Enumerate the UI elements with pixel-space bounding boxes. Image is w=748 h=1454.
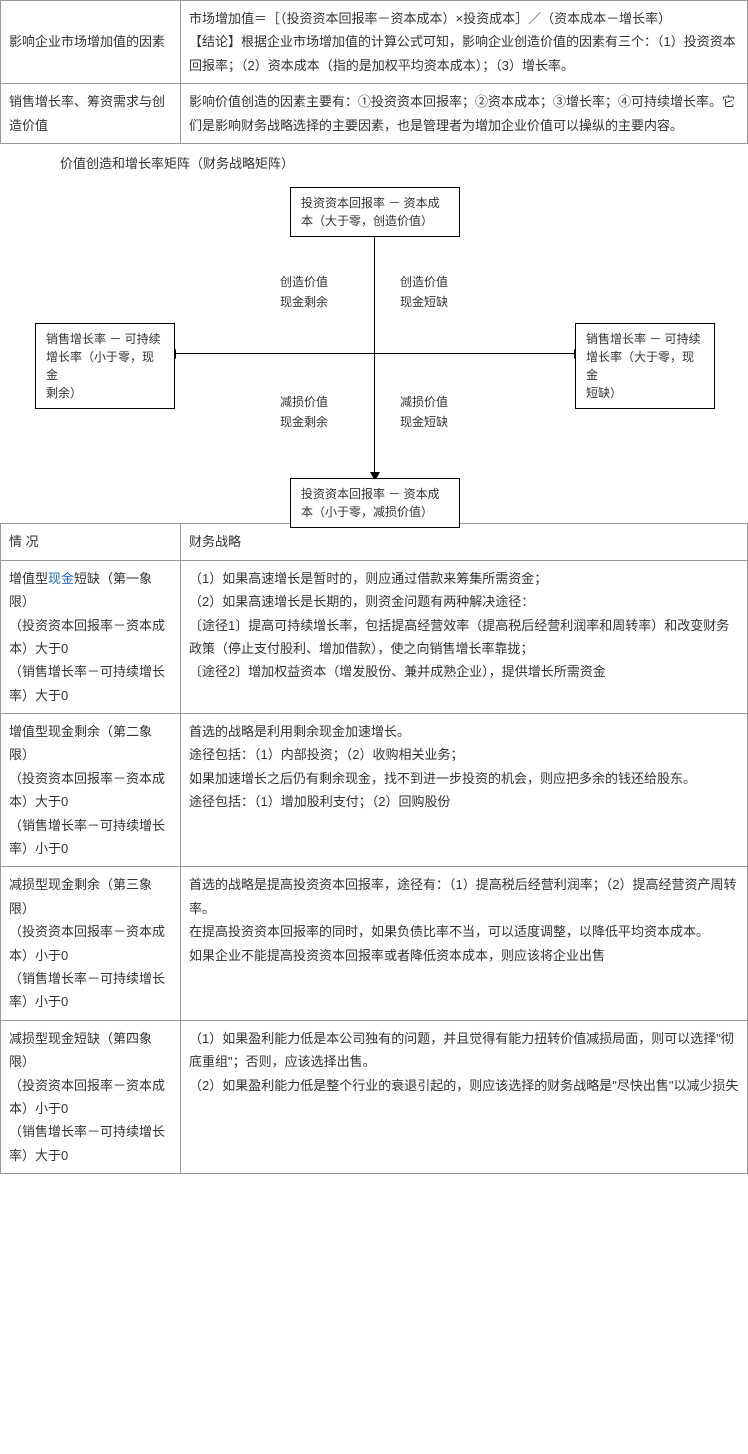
matrix-bottom-l1: 投资资本回报率 － 资本成 — [301, 487, 440, 501]
matrix-right-l2: 增长率（大于零，现金 — [586, 350, 694, 382]
row-label: 减损型现金短缺（第四象限） （投资资本回报率－资本成本）小于0 （销售增长率－可… — [1, 1020, 181, 1173]
row-content: 首选的战略是利用剩余现金加速增长。 途径包括：（1）内部投资；（2）收购相关业务… — [181, 714, 748, 867]
matrix-left-box: 销售增长率 － 可持续 增长率（小于零，现金 剩余） — [35, 323, 175, 409]
matrix-left-l3: 剩余） — [46, 386, 82, 400]
row-content: 市场增加值＝［（投资资本回报率－资本成本）×投资成本］／（资本成本－增长率） 【… — [181, 1, 748, 84]
q2-l2: 现金剩余 — [280, 295, 328, 309]
cash-link[interactable]: 现金 — [48, 571, 74, 586]
row-label: 影响企业市场增加值的因素 — [1, 1, 181, 84]
q4-l2: 现金短缺 — [400, 415, 448, 429]
table-row: 销售增长率、筹资需求与创造价值 影响价值创造的因素主要有：①投资资本回报率；②资… — [1, 84, 748, 144]
header-strategy: 财务战略 — [181, 524, 748, 560]
header-situation: 情 况 — [1, 524, 181, 560]
table-row: 影响企业市场增加值的因素 市场增加值＝［（投资资本回报率－资本成本）×投资成本］… — [1, 1, 748, 84]
q3-l2: 现金剩余 — [280, 415, 328, 429]
matrix-right-l3: 短缺） — [586, 386, 622, 400]
matrix-top-l2: 本（大于零，创造价值） — [301, 214, 433, 228]
label-pre: 增值型 — [9, 571, 48, 586]
table-row: 减损型现金短缺（第四象限） （投资资本回报率－资本成本）小于0 （销售增长率－可… — [1, 1020, 748, 1173]
table-header-row: 情 况 财务战略 — [1, 524, 748, 560]
row-label: 增值型现金短缺（第一象限） （投资资本回报率－资本成本）大于0 （销售增长率－可… — [1, 560, 181, 713]
table-row: 增值型现金剩余（第二象限） （投资资本回报率－资本成本）大于0 （销售增长率－可… — [1, 714, 748, 867]
matrix-title: 价值创造和增长率矩阵（财务战略矩阵） — [0, 144, 748, 183]
quadrant-4-label: 减损价值 现金短缺 — [400, 393, 448, 431]
row-content: 影响价值创造的因素主要有：①投资资本回报率；②资本成本；③增长率；④可持续增长率… — [181, 84, 748, 144]
row-label: 增值型现金剩余（第二象限） （投资资本回报率－资本成本）大于0 （销售增长率－可… — [1, 714, 181, 867]
row-content: （1）如果高速增长是暂时的，则应通过借款来筹集所需资金； （2）如果高速增长是长… — [181, 560, 748, 713]
matrix-top-l1: 投资资本回报率 － 资本成 — [301, 196, 440, 210]
q4-l1: 减损价值 — [400, 395, 448, 409]
matrix-left-l1: 销售增长率 － 可持续 — [46, 332, 161, 346]
q1-l1: 创造价值 — [400, 275, 448, 289]
row-content: （1）如果盈利能力低是本公司独有的问题，并且觉得有能力扭转价值减损局面，则可以选… — [181, 1020, 748, 1173]
q2-l1: 创造价值 — [280, 275, 328, 289]
definitions-table: 影响企业市场增加值的因素 市场增加值＝［（投资资本回报率－资本成本）×投资成本］… — [0, 0, 748, 144]
table-row: 减损型现金剩余（第三象限） （投资资本回报率－资本成本）小于0 （销售增长率－可… — [1, 867, 748, 1020]
quadrant-3-label: 减损价值 现金剩余 — [280, 393, 328, 431]
quadrant-1-label: 创造价值 现金短缺 — [400, 273, 448, 311]
row-label: 减损型现金剩余（第三象限） （投资资本回报率－资本成本）小于0 （销售增长率－可… — [1, 867, 181, 1020]
matrix-right-l1: 销售增长率 － 可持续 — [586, 332, 701, 346]
horizontal-axis — [175, 353, 575, 354]
row-content: 首选的战略是提高投资资本回报率，途径有：（1）提高税后经营利润率；（2）提高经营… — [181, 867, 748, 1020]
q3-l1: 减损价值 — [280, 395, 328, 409]
matrix-bottom-l2: 本（小于零，减损价值） — [301, 505, 433, 519]
matrix-left-l2: 增长率（小于零，现金 — [46, 350, 154, 382]
matrix-top-box: 投资资本回报率 － 资本成 本（大于零，创造价值） — [290, 187, 460, 237]
row-label: 销售增长率、筹资需求与创造价值 — [1, 84, 181, 144]
strategy-matrix-diagram: 投资资本回报率 － 资本成 本（大于零，创造价值） 投资资本回报率 － 资本成 … — [0, 183, 748, 523]
label-post: 短缺（第一象限） （投资资本回报率－资本成本）大于0 （销售增长率－可持续增长率… — [9, 571, 165, 703]
quadrant-2-label: 创造价值 现金剩余 — [280, 273, 328, 311]
q1-l2: 现金短缺 — [400, 295, 448, 309]
strategy-table: 情 况 财务战略 增值型现金短缺（第一象限） （投资资本回报率－资本成本）大于0… — [0, 523, 748, 1174]
matrix-right-box: 销售增长率 － 可持续 增长率（大于零，现金 短缺） — [575, 323, 715, 409]
table-row: 增值型现金短缺（第一象限） （投资资本回报率－资本成本）大于0 （销售增长率－可… — [1, 560, 748, 713]
matrix-bottom-box: 投资资本回报率 － 资本成 本（小于零，减损价值） — [290, 478, 460, 528]
